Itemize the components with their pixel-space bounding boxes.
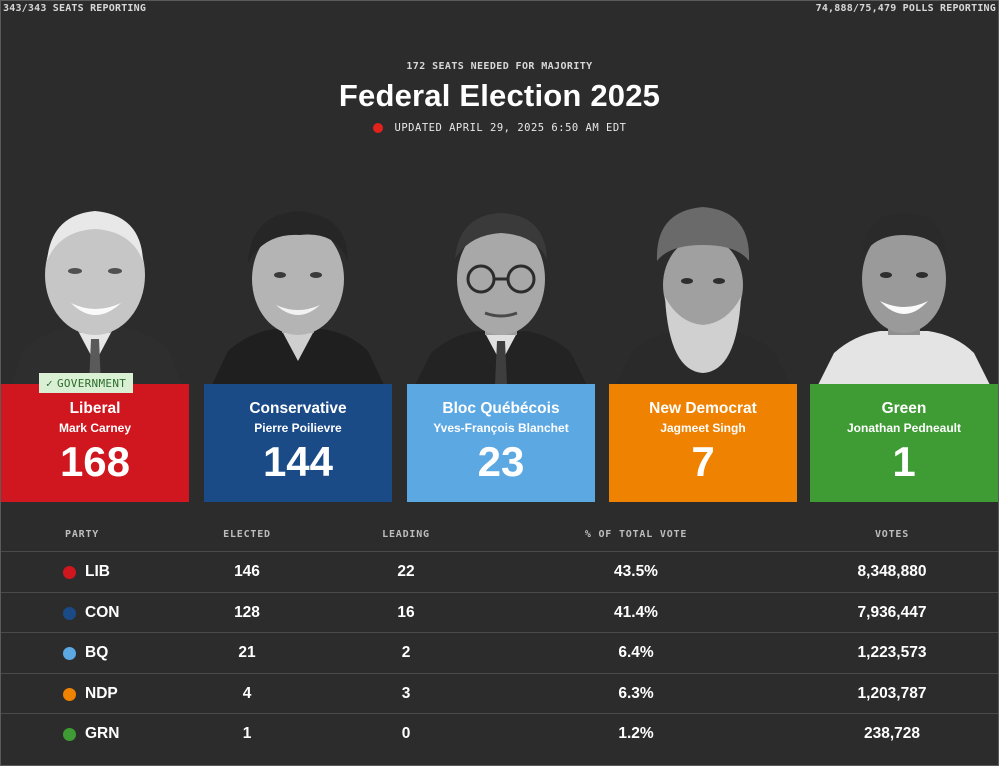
party-panel: Bloc Québécois Yves-François Blanchet 23 — [407, 384, 595, 502]
party-panel: Liberal Mark Carney 168 — [1, 384, 189, 502]
party-name: New Democrat — [649, 400, 757, 417]
majority-threshold: 172 SEATS NEEDED FOR MAJORITY — [406, 61, 593, 72]
leader-name: Pierre Poilievre — [254, 421, 342, 435]
vote-percent: 41.4% — [614, 603, 658, 621]
party-card-ndp[interactable]: New Democrat Jagmeet Singh 7 — [609, 201, 797, 503]
leader-portrait-icon — [212, 211, 384, 385]
table-row-ndp: NDP 4 3 6.3% 1,203,787 — [1, 672, 998, 714]
party-name: Liberal — [69, 400, 121, 417]
elected-count: 128 — [234, 603, 260, 621]
government-badge: ✓ GOVERNMENT — [39, 373, 134, 393]
seat-count: 168 — [59, 438, 131, 485]
party-name: Conservative — [249, 400, 347, 417]
header-votes: VOTES — [874, 529, 910, 540]
vote-total: 238,728 — [863, 725, 921, 742]
leader-photo-blanchet — [407, 201, 595, 385]
party-abbr: CON — [85, 603, 120, 621]
party-panel: Conservative Pierre Poilievre 144 — [204, 384, 392, 502]
leader-portrait-icon — [11, 211, 183, 385]
table-row-bq: BQ 21 2 6.4% 1,223,573 — [1, 632, 998, 673]
leader-portrait-icon — [615, 207, 791, 385]
elected-count: 1 — [242, 725, 252, 742]
table-row-con: CON 128 16 41.4% 7,936,447 — [1, 591, 998, 633]
header-elected: ELECTED — [223, 529, 271, 540]
leading-count: 16 — [397, 603, 415, 621]
party-abbr: BQ — [85, 644, 109, 661]
leading-count: 0 — [401, 725, 411, 742]
seats-reporting: 343/343 SEATS REPORTING — [3, 3, 147, 14]
results-table: PARTY ELECTED LEADING % OF TOTAL VOTE VO… — [1, 529, 998, 754]
seat-count: 7 — [691, 438, 715, 485]
elected-count: 146 — [234, 563, 260, 580]
party-cards: ✓ GOVERNMENT Liberal Mark Carney 168 — [1, 201, 998, 503]
seat-count: 23 — [477, 438, 525, 485]
party-panel: New Democrat Jagmeet Singh 7 — [609, 384, 797, 502]
live-indicator-icon — [372, 123, 383, 133]
polls-reporting: 74,888/75,479 POLLS REPORTING — [815, 3, 996, 14]
header-party: PARTY — [65, 529, 100, 540]
party-name: Green — [881, 400, 927, 417]
leading-count: 2 — [401, 644, 411, 661]
leader-photo-singh — [609, 201, 797, 385]
party-card-bloc[interactable]: Bloc Québécois Yves-François Blanchet 23 — [407, 201, 595, 503]
vote-percent: 6.4% — [618, 644, 654, 661]
party-name: Bloc Québécois — [442, 400, 560, 417]
updated-text: UPDATED APRIL 29, 2025 6:50 AM EDT — [394, 122, 627, 134]
party-card-green[interactable]: Green Jonathan Pedneault 1 — [810, 201, 998, 503]
party-panel: Green Jonathan Pedneault 1 — [810, 384, 998, 502]
table-header: PARTY ELECTED LEADING % OF TOTAL VOTE VO… — [1, 529, 998, 551]
updated-timestamp: UPDATED APRIL 29, 2025 6:50 AM EDT — [1, 122, 998, 134]
leading-count: 3 — [401, 684, 411, 702]
leader-photo-poilievre — [204, 201, 392, 385]
seat-count: 144 — [262, 438, 334, 485]
party-color-dot-icon — [63, 728, 76, 741]
party-card-conservative[interactable]: Conservative Pierre Poilievre 144 — [204, 201, 392, 503]
party-abbr: NDP — [85, 684, 118, 702]
table-row-grn: GRN 1 0 1.2% 238,728 — [1, 713, 998, 754]
government-badge-label: GOVERNMENT — [56, 376, 127, 390]
leader-photo-pedneault — [810, 201, 998, 385]
vote-total: 8,348,880 — [857, 563, 927, 580]
party-abbr: GRN — [85, 725, 120, 742]
leader-name: Jonathan Pedneault — [846, 421, 962, 435]
seat-count: 1 — [892, 438, 916, 485]
table-row-lib: LIB 146 22 43.5% 8,348,880 — [1, 551, 998, 592]
header-leading: LEADING — [382, 529, 430, 540]
vote-total: 7,936,447 — [857, 603, 927, 621]
party-color-dot-icon — [63, 566, 76, 579]
leading-count: 22 — [397, 563, 415, 580]
vote-percent: 43.5% — [614, 563, 658, 580]
leader-name: Mark Carney — [58, 421, 132, 435]
elected-count: 21 — [238, 644, 256, 661]
leader-name: Yves-François Blanchet — [433, 421, 569, 435]
elected-count: 4 — [242, 684, 252, 702]
top-status-bar: 343/343 SEATS REPORTING 74,888/75,479 PO… — [3, 3, 996, 17]
vote-total: 1,203,787 — [857, 684, 927, 702]
leader-portrait-icon — [818, 213, 990, 385]
leader-portrait-icon — [415, 213, 587, 385]
leader-photo-carney — [1, 201, 189, 385]
header-pct-vote: % OF TOTAL VOTE — [584, 529, 688, 540]
vote-percent: 1.2% — [618, 725, 654, 742]
page-title: Federal Election 2025 — [338, 78, 661, 113]
leader-name: Jagmeet Singh — [660, 421, 746, 435]
vote-percent: 6.3% — [618, 684, 654, 702]
party-card-liberal[interactable]: ✓ GOVERNMENT Liberal Mark Carney 168 — [1, 201, 189, 503]
vote-total: 1,223,573 — [857, 644, 927, 661]
party-abbr: LIB — [85, 563, 110, 580]
check-icon: ✓ — [46, 376, 53, 390]
party-color-dot-icon — [63, 687, 76, 701]
page-header: 172 SEATS NEEDED FOR MAJORITY Federal El… — [1, 61, 998, 134]
party-color-dot-icon — [63, 647, 76, 660]
party-color-dot-icon — [63, 606, 76, 620]
